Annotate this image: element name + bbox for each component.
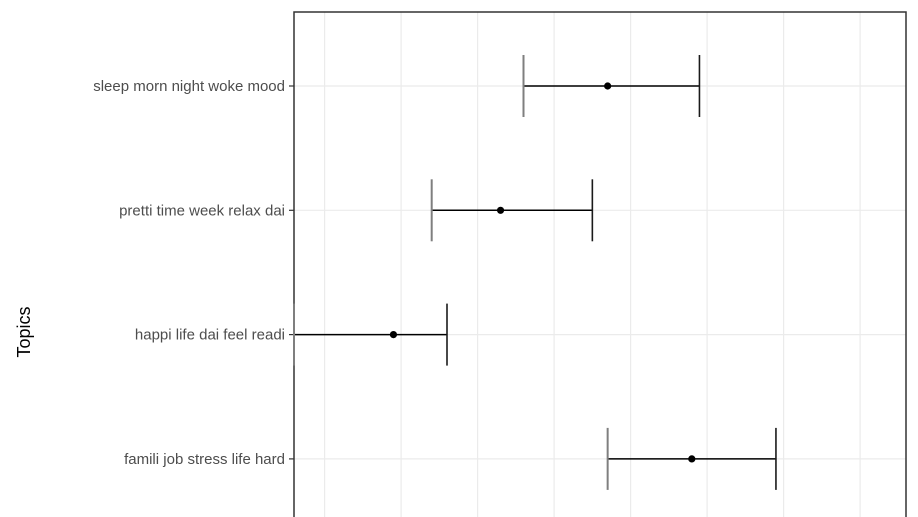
y-tick-label: happi life dai feel readi xyxy=(135,327,285,344)
point-estimate xyxy=(496,206,505,214)
error-bars xyxy=(293,55,777,490)
grid-layer xyxy=(294,12,906,517)
point-estimate xyxy=(389,331,398,339)
y-axis: famili job stress life hard happi life da… xyxy=(93,78,294,468)
y-tick-label: famili job stress life hard xyxy=(124,451,285,468)
plot-panel xyxy=(293,11,907,517)
point-estimate xyxy=(688,455,696,463)
y-tick-label: sleep morn night woke mood xyxy=(93,78,285,95)
point-estimate xyxy=(604,82,612,90)
y-axis-title: Topics xyxy=(14,306,34,357)
y-tick-label: pretti time week relax dai xyxy=(119,202,285,219)
